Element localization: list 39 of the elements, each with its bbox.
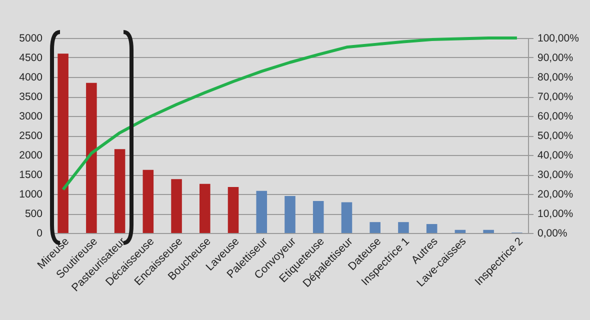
y-tick-label: 5000	[19, 32, 43, 44]
bar	[256, 190, 268, 233]
y2-tick-label: 70,00%	[538, 91, 574, 103]
y-tick-label: 0	[36, 228, 43, 240]
bar	[398, 222, 409, 233]
bar	[200, 184, 210, 233]
y-tick-label: 3000	[19, 110, 43, 122]
bar	[341, 202, 352, 233]
bar	[312, 201, 324, 233]
bar	[426, 224, 438, 233]
y2-tick-label: 40,00%	[538, 150, 574, 162]
y-tick-label: 1000	[19, 188, 43, 200]
bar	[370, 222, 380, 233]
y2-tick-label: 100,00%	[538, 32, 579, 44]
y2-tick-label: 80,00%	[538, 72, 574, 84]
y-tick-label: 4000	[19, 72, 43, 84]
y2-tick-label: 50,00%	[538, 130, 574, 142]
bar	[483, 230, 494, 233]
y-tick-label: 4500	[19, 52, 43, 64]
y2-tick-label: 20,00%	[538, 188, 574, 200]
y-tick-label: 2500	[19, 130, 43, 142]
y2-tick-label: 0,00%	[538, 228, 568, 240]
bar	[228, 186, 239, 233]
bar	[454, 230, 466, 233]
y-tick-label: 500	[24, 208, 43, 220]
bar	[114, 149, 126, 233]
bar	[58, 54, 68, 233]
y-tick-label: 2000	[19, 150, 43, 162]
y2-tick-label: 90,00%	[538, 52, 574, 64]
y2-tick-label: 10,00%	[538, 208, 574, 220]
bar	[142, 170, 154, 233]
y2-tick-label: 60,00%	[538, 110, 574, 122]
bar	[284, 196, 296, 233]
bar	[86, 82, 97, 233]
line-series	[62, 36, 518, 192]
y-tick-label: 1500	[19, 169, 43, 181]
y-tick-label: 3500	[19, 91, 43, 103]
y2-tick-label: 30,00%	[538, 169, 574, 181]
bar	[171, 179, 182, 233]
